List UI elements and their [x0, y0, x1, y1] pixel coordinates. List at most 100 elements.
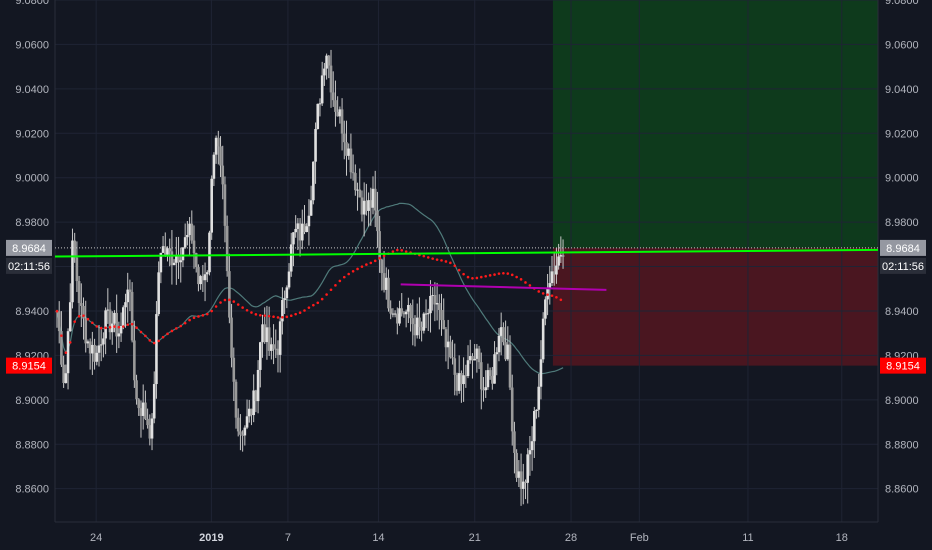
sma-red-dot	[267, 314, 271, 318]
sma-red-dot	[77, 314, 81, 318]
y-tick-label-right: 8.9400	[885, 306, 919, 318]
candle-body	[296, 223, 300, 229]
candle-body	[137, 399, 141, 409]
sma-red-dot	[519, 278, 523, 281]
x-tick-label: 18	[836, 532, 848, 544]
candle-body	[256, 369, 260, 402]
candle-body	[188, 223, 191, 235]
candle-body	[166, 248, 169, 255]
candle-body	[133, 340, 136, 381]
x-tick-label: Feb	[630, 532, 649, 544]
purple-line-path[interactable]	[400, 283, 607, 291]
sma-fast-path	[54, 248, 879, 258]
candle-body	[150, 418, 154, 439]
profit-target-zone[interactable]	[552, 0, 878, 248]
stop-loss-zone[interactable]	[552, 247, 878, 366]
sma-red-dot	[223, 298, 227, 302]
sma-red-dot	[537, 290, 541, 293]
candle-body	[68, 302, 72, 332]
candle-body	[241, 434, 244, 436]
candle-body	[102, 338, 105, 345]
sma-red-dot	[360, 265, 364, 268]
sma-red-dot	[148, 339, 152, 342]
candle-body	[446, 341, 450, 348]
candle-body	[243, 427, 247, 436]
candle-body	[126, 289, 130, 303]
sma-red-dot	[440, 259, 443, 262]
candle-body	[159, 252, 163, 273]
candle-body	[135, 380, 138, 400]
candle-body	[396, 313, 399, 324]
sma-red-dot	[289, 314, 293, 318]
sma-red-dot	[444, 260, 448, 263]
candle-body	[314, 129, 317, 162]
candle-body	[404, 311, 408, 315]
y-tick-label-right: 9.0000	[885, 173, 919, 185]
candle-body	[144, 402, 147, 419]
candle-body	[437, 303, 441, 310]
candle-body	[119, 326, 123, 334]
candle-body	[519, 471, 523, 489]
sma-red-dot	[117, 325, 121, 329]
candle-body	[426, 313, 430, 315]
candle-body	[365, 200, 368, 211]
candle-body	[203, 274, 207, 281]
candle-body	[398, 308, 401, 324]
candle-body	[524, 481, 527, 483]
sma-red-dot	[108, 325, 112, 329]
candle-body	[431, 295, 434, 297]
sma-red-dot	[391, 250, 395, 253]
x-tick-label: 21	[469, 532, 481, 544]
sma-red-dot	[285, 315, 289, 319]
candle-body	[236, 417, 240, 432]
sma-red-dot	[457, 268, 461, 272]
candle-body	[276, 348, 280, 355]
sma-red-dot	[329, 288, 333, 292]
candle-body	[62, 364, 65, 383]
candle-body	[223, 184, 227, 226]
candle-body	[292, 232, 295, 245]
sma-red-dot	[303, 309, 306, 312]
candle-body	[186, 234, 189, 238]
sma-red-dot	[197, 315, 200, 318]
sma-red-dot	[130, 322, 134, 326]
candle-body	[172, 262, 176, 266]
candle-body	[486, 370, 490, 388]
sma-red-dot	[144, 334, 147, 338]
candle-body	[99, 344, 103, 346]
time-axis[interactable]: 24 2019 7 14 21 28 Feb 11 18	[90, 532, 848, 544]
sma-red-dot	[152, 341, 156, 345]
x-tick-label: 2019	[199, 532, 223, 544]
candle-body	[82, 305, 85, 319]
candle-body	[515, 452, 518, 478]
candle-body	[155, 314, 158, 385]
sma-red-dot	[431, 257, 434, 260]
sma-red-dot	[192, 316, 196, 320]
candle-body	[239, 431, 242, 435]
candle-body	[232, 357, 236, 382]
sma-red-dot	[91, 321, 94, 325]
candle-body	[471, 356, 474, 361]
candle-body	[369, 200, 373, 208]
candle-body	[84, 318, 88, 344]
candle-body	[418, 317, 421, 328]
candle-body	[64, 373, 68, 383]
candle-body	[517, 471, 521, 478]
candle-body	[190, 223, 194, 241]
candle-body	[440, 309, 443, 321]
sma-red-dot	[471, 276, 474, 280]
sma-red-dot	[404, 250, 408, 253]
sma-red-dot	[488, 274, 492, 277]
purple-horizontal-line[interactable]	[400, 283, 607, 291]
candle-body	[338, 109, 342, 117]
candle-body	[362, 200, 366, 215]
candle-body	[323, 68, 326, 76]
candle-body	[274, 348, 278, 350]
candle-body	[422, 313, 426, 331]
candle-body	[373, 188, 377, 211]
candle-body	[376, 210, 379, 232]
sma-red-dot	[294, 312, 297, 316]
candle-body	[351, 172, 355, 174]
sma-red-dot	[245, 308, 249, 312]
